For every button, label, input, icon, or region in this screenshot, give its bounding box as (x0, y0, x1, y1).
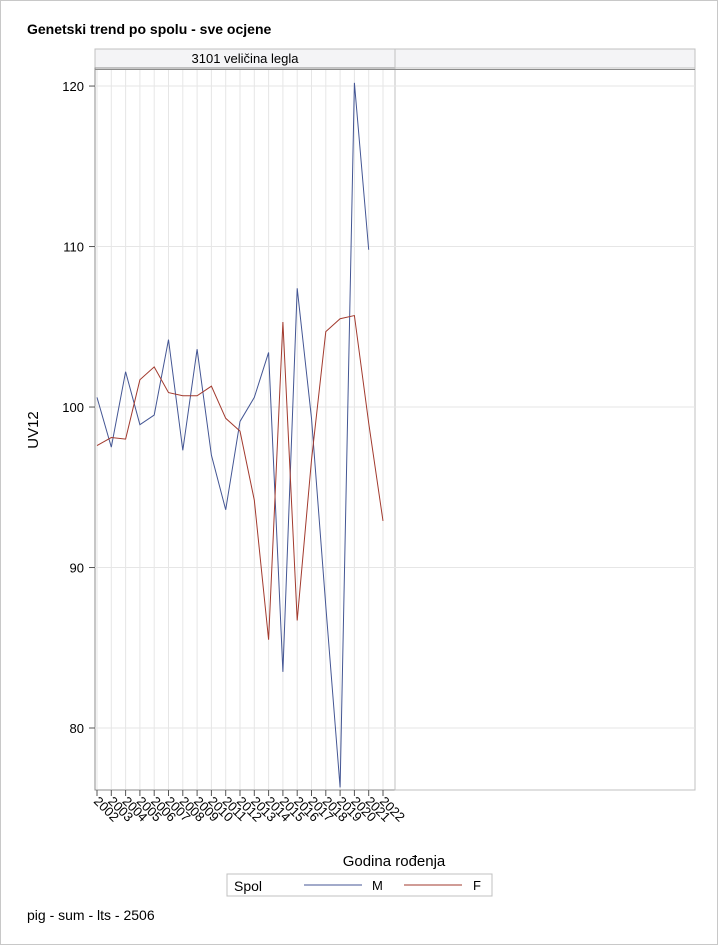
panel-header-2 (394, 48, 696, 69)
y-tick-label: 80 (70, 721, 84, 736)
y-tick-label: 110 (63, 240, 84, 255)
series-line-f (96, 314, 384, 640)
legend-title: Spol (234, 878, 262, 894)
legend-label-m: M (372, 878, 383, 893)
chart-title: Genetski trend po spolu - sve ocjene (27, 21, 272, 37)
y-tick-label: 100 (62, 400, 84, 415)
footer-note: pig - sum - lts - 2506 (27, 907, 155, 923)
plot-area-2 (394, 67, 696, 791)
y-axis: 80 90 100 110 120 (62, 79, 95, 736)
x-axis-label: Godina rođenja (343, 853, 446, 870)
gridlines (95, 70, 695, 789)
y-tick-label: 90 (70, 561, 84, 576)
y-axis-label: UV12 (25, 411, 42, 449)
legend-label-f: F (473, 878, 481, 893)
x-axis: 2002200320042005200620072008200920102011… (91, 790, 408, 825)
series-lines (96, 82, 384, 788)
y-tick-label: 120 (62, 79, 84, 94)
panel-label: 3101 veličina legla (192, 51, 300, 66)
series-line-m (96, 82, 370, 788)
